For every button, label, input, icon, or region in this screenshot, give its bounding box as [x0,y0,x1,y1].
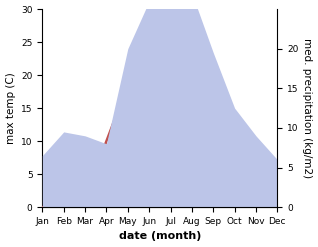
X-axis label: date (month): date (month) [119,231,201,242]
Y-axis label: med. precipitation (kg/m2): med. precipitation (kg/m2) [302,38,313,178]
Y-axis label: max temp (C): max temp (C) [5,72,16,144]
